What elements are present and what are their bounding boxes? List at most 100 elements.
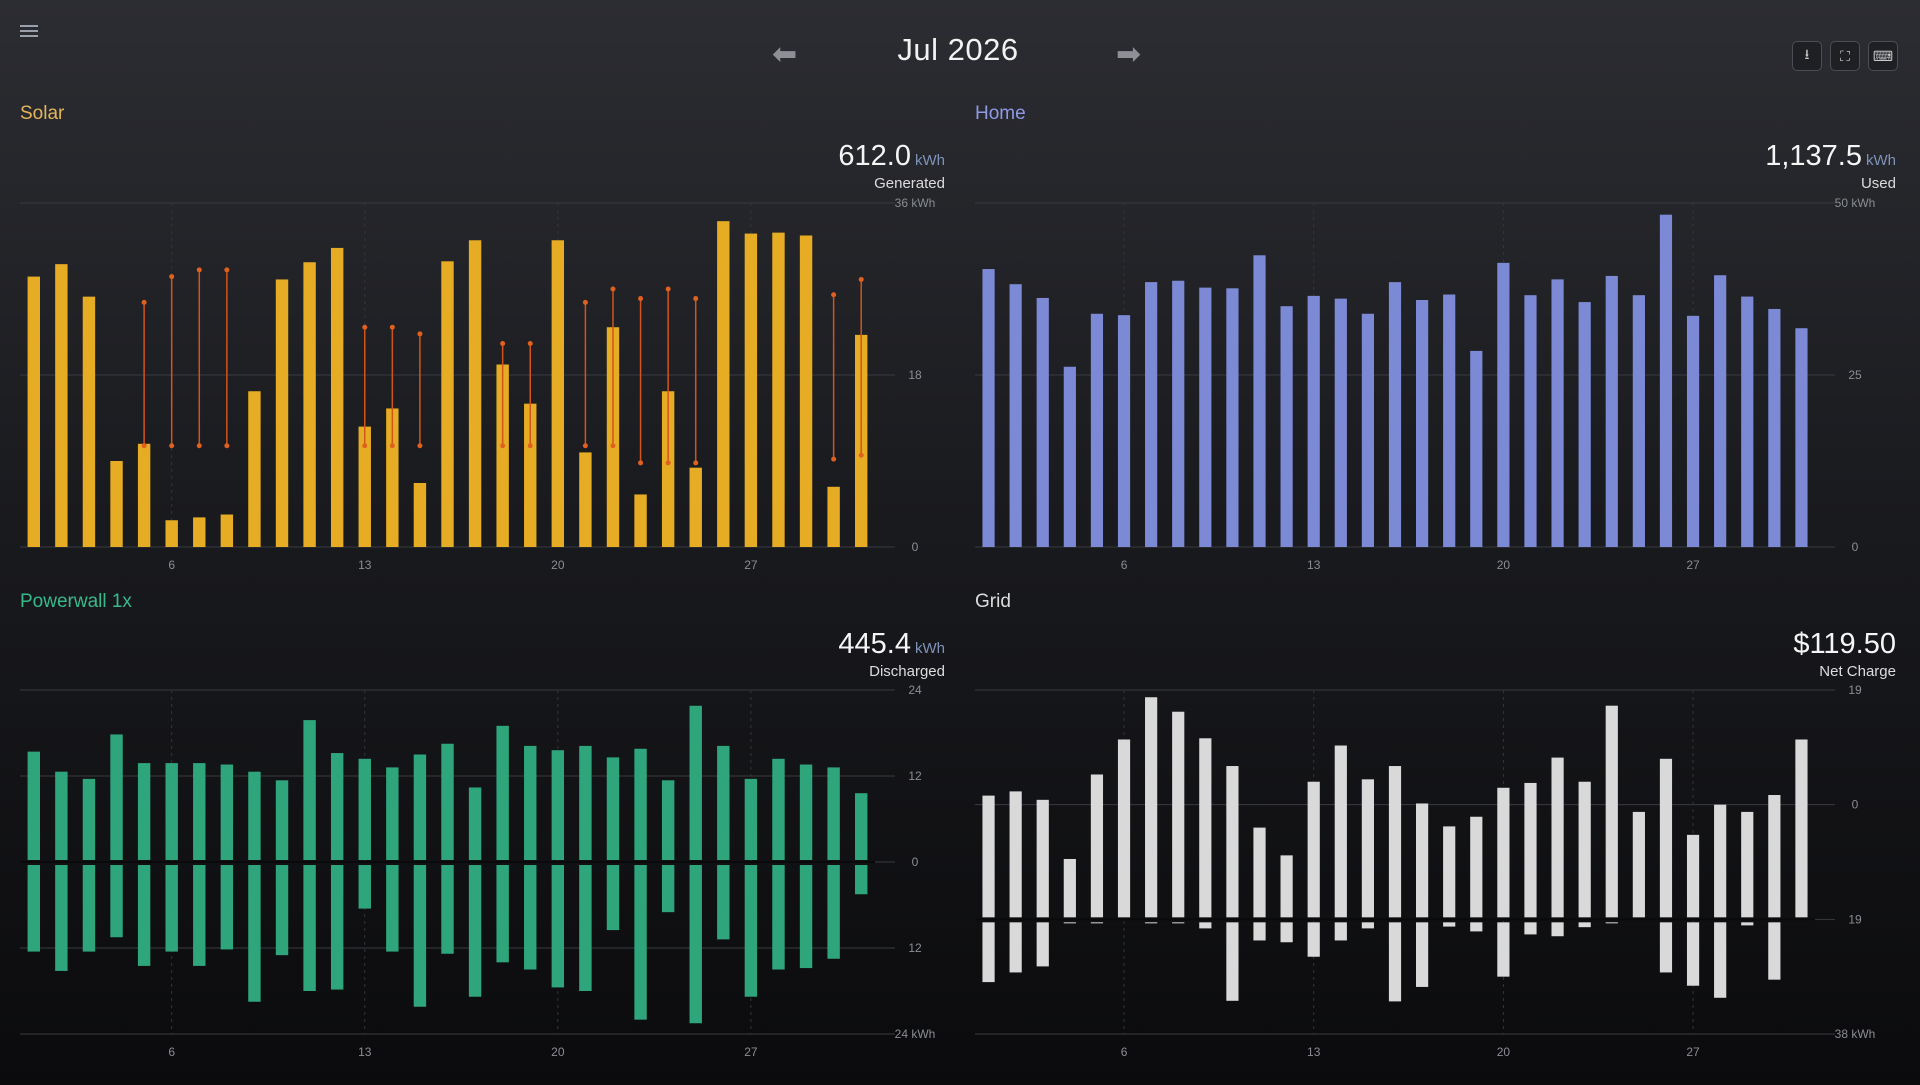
powerwall-charge-bar: [275, 865, 289, 956]
solar-range-low: [224, 443, 230, 449]
grid-import-bar: [1226, 766, 1239, 918]
x-tick-label: 20: [551, 1045, 565, 1059]
solar-chart: 0 18 36 kWh 6 13 20 27: [20, 196, 935, 572]
solar-range-low: [500, 443, 506, 449]
solar-bar: [717, 221, 730, 547]
solar-bar: [551, 240, 565, 547]
powerwall-discharge-bar: [193, 763, 206, 860]
solar-range-high: [831, 292, 837, 298]
solar-range-low: [693, 460, 699, 466]
solar-range-high: [362, 324, 368, 330]
fullscreen-icon[interactable]: ⛶: [1830, 41, 1860, 71]
solar-bar: [358, 426, 371, 547]
download-icon[interactable]: ⭳: [1792, 41, 1822, 71]
menu-icon[interactable]: [18, 22, 40, 44]
powerwall-discharge-bar: [524, 745, 537, 860]
home-bar: [1659, 214, 1673, 548]
left-arrow-icon[interactable]: ⬅: [772, 38, 798, 71]
grid-export-bar: [1578, 922, 1591, 928]
grid-export-bar: [1063, 922, 1076, 924]
home-bar: [1551, 279, 1564, 547]
grid-export-bar: [1686, 922, 1700, 986]
x-tick-label: 20: [1497, 558, 1511, 572]
grid-import-bar: [1741, 811, 1754, 918]
home-bar: [1578, 302, 1591, 547]
grid-export-bar: [1090, 922, 1104, 924]
solar-bar: [827, 486, 840, 547]
grid-export-bar: [1036, 922, 1049, 967]
x-tick-label: 6: [168, 1045, 175, 1059]
grid-title: Grid: [975, 591, 1011, 612]
keyboard-icon[interactable]: ⌨: [1868, 41, 1898, 71]
home-bar: [1714, 275, 1727, 547]
powerwall-discharge-bar: [661, 780, 675, 860]
grid-export-bar: [1361, 922, 1374, 929]
y-tick-label: 12: [908, 941, 922, 955]
home-bar: [1632, 295, 1645, 547]
home-bar: [1686, 315, 1700, 547]
right-arrow-icon[interactable]: ➡: [1116, 38, 1142, 71]
solar-range-high: [858, 276, 864, 282]
x-tick-label: 27: [1686, 1045, 1700, 1059]
solar-range-low: [389, 443, 395, 449]
solar-bar: [165, 520, 178, 547]
solar-range-high: [224, 267, 230, 273]
powerwall-total: 445.4 kWh Discharged: [838, 628, 945, 680]
powerwall-discharge-bar: [717, 745, 730, 860]
solar-range-low: [169, 443, 175, 449]
powerwall-discharge-bar: [82, 778, 96, 860]
home-bar: [1036, 297, 1049, 547]
grid-import-bar: [1090, 774, 1104, 918]
solar-bar: [193, 517, 206, 547]
grid-export-bar: [982, 922, 995, 983]
powerwall-discharge-bar: [303, 720, 316, 860]
powerwall-discharge-bar: [441, 743, 454, 860]
powerwall-discharge-bar: [551, 750, 565, 860]
powerwall-charge-bar: [82, 865, 96, 952]
grid-import-bar: [1524, 782, 1537, 918]
solar-range-low: [582, 443, 588, 449]
y-tick-label: 0: [1852, 540, 1859, 554]
powerwall-charge-bar: [303, 865, 316, 991]
home-bar: [1226, 288, 1239, 547]
y-tick-label: 12: [908, 769, 922, 783]
powerwall-charge-bar: [772, 865, 785, 970]
powerwall-charge-bar: [496, 865, 509, 963]
grid-import-bar: [1361, 779, 1374, 918]
home-bar: [1145, 282, 1158, 547]
x-tick-label: 13: [1307, 558, 1321, 572]
solar-bar: [689, 467, 702, 547]
powerwall-discharge-bar: [110, 734, 123, 860]
home-total-unit: kWh: [1866, 152, 1896, 169]
solar-range-low: [527, 443, 533, 449]
grid-import-bar: [1172, 711, 1185, 918]
grid-import-bar: [1388, 766, 1402, 918]
solar-bar: [634, 494, 647, 547]
home-total: 1,137.5 kWh Used: [1765, 140, 1896, 192]
powerwall-discharge-bar: [27, 751, 40, 860]
home-chart: 0 25 50 kWh 6 13 20 27: [975, 196, 1875, 572]
grid-export-bar: [1334, 922, 1347, 941]
solar-range-high: [141, 299, 147, 305]
home-bar: [1063, 366, 1076, 547]
powerwall-charge-bar: [137, 865, 151, 966]
home-bar: [1172, 280, 1185, 547]
powerwall-charge-bar: [661, 865, 675, 913]
solar-total-value: 612.0: [838, 140, 911, 172]
powerwall-discharge-bar: [634, 748, 647, 860]
solar-range-low: [362, 443, 368, 449]
x-tick-label: 27: [1686, 558, 1700, 572]
grid-export-bar: [1416, 922, 1429, 987]
y-tick-label: 19: [1848, 912, 1862, 926]
solar-bar: [110, 461, 123, 547]
home-bar: [1524, 295, 1537, 547]
solar-bar: [524, 403, 537, 547]
home-bar: [1795, 328, 1808, 547]
x-tick-label: 13: [1307, 1045, 1321, 1059]
grid-export-bar: [1009, 922, 1022, 973]
solar-bar: [799, 235, 813, 547]
grid-import-bar: [1307, 781, 1320, 918]
x-tick-label: 6: [1121, 1045, 1128, 1059]
grid-import-bar: [1280, 855, 1293, 918]
solar-bar: [496, 364, 509, 547]
